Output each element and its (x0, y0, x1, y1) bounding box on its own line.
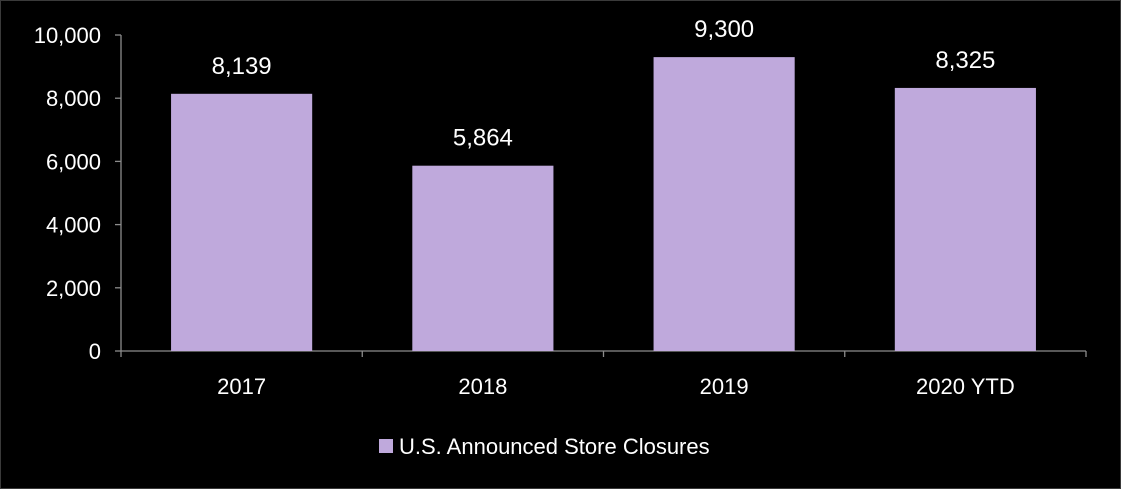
x-axis: 2017 2018 2019 2020 YTD (120, 350, 1087, 399)
data-label: 5,864 (453, 125, 513, 152)
data-label: 8,325 (935, 47, 995, 74)
x-tick-label: 2018 (458, 374, 507, 399)
data-labels-group: 8,139 5,864 9,300 8,325 (212, 16, 996, 152)
data-label: 9,300 (694, 16, 754, 43)
bar (894, 87, 1036, 352)
bar (653, 57, 795, 352)
legend: U.S. Announced Store Closures (379, 434, 710, 459)
x-tick-label: 2020 YTD (916, 374, 1015, 399)
legend-swatch (379, 439, 393, 453)
y-axis: 0 2,000 4,000 6,000 8,000 10,000 (34, 23, 122, 364)
x-tick-label: 2017 (217, 374, 266, 399)
bar (171, 93, 313, 351)
y-tick-label: 8,000 (46, 86, 101, 111)
y-tick-label: 0 (89, 339, 101, 364)
data-label: 8,139 (212, 53, 272, 80)
y-tick-label: 10,000 (34, 23, 101, 48)
y-tick-label: 6,000 (46, 149, 101, 174)
bar (412, 165, 554, 351)
x-tick-label: 2019 (700, 374, 749, 399)
legend-label: U.S. Announced Store Closures (399, 434, 710, 459)
bars-group (171, 57, 1036, 352)
y-tick-label: 2,000 (46, 276, 101, 301)
y-tick-label: 4,000 (46, 213, 101, 238)
